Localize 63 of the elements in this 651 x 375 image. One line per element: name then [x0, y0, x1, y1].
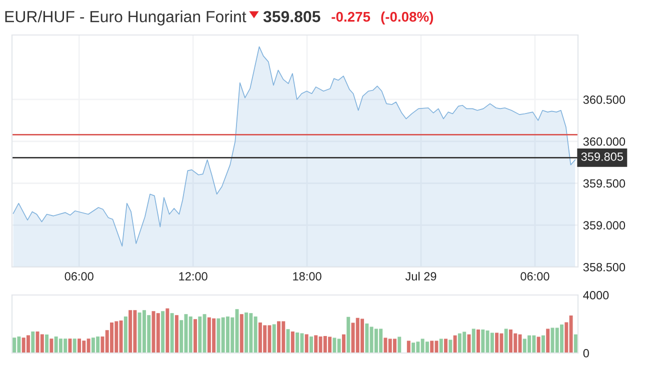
x-tick-label: 06:00 [520, 272, 550, 281]
x-tick-label: 06:00 [64, 272, 94, 281]
bar [240, 314, 244, 353]
x-tick-label: 18:00 [293, 272, 322, 281]
bar [12, 338, 16, 353]
bar [124, 316, 128, 353]
bar [156, 313, 160, 353]
bar [72, 338, 76, 353]
x-tick-label: Jul 29 [405, 272, 436, 281]
bar [476, 329, 480, 353]
y-tick-label: 0 [583, 349, 589, 358]
bar [309, 336, 313, 353]
bar [31, 331, 35, 353]
bar [174, 315, 178, 353]
y-tick-label: 359.500 [583, 179, 626, 188]
bar [26, 335, 30, 353]
bar [430, 340, 434, 353]
bar [272, 324, 276, 353]
text: 359.805 [263, 10, 320, 22]
bar [495, 332, 499, 353]
bar [277, 321, 281, 353]
bar [472, 328, 476, 353]
y-tick-label: 360.000 [583, 137, 626, 146]
y-tick-label: 358.500 [583, 263, 626, 272]
bar [398, 336, 402, 353]
bar [40, 334, 44, 353]
bar [166, 308, 170, 353]
bar [490, 332, 494, 353]
bar [453, 335, 457, 353]
bar [444, 338, 448, 353]
bar [439, 338, 443, 353]
bar [304, 334, 308, 353]
bar [290, 331, 294, 353]
bar [412, 342, 416, 353]
bar [244, 312, 248, 353]
bar [194, 319, 197, 353]
bar [78, 338, 82, 353]
bar [286, 329, 290, 353]
bar [574, 334, 578, 353]
bar [504, 328, 508, 353]
y-tick-label: 359.000 [583, 221, 626, 230]
y-tick-label: 4000 [583, 291, 609, 300]
bar [128, 310, 132, 353]
bar [536, 336, 540, 353]
bar [161, 311, 165, 353]
chart-title: EUR/HUF - Euro Hungarian Forint [5, 10, 246, 26]
bar [346, 316, 350, 353]
bar [467, 334, 471, 353]
bar [425, 342, 429, 353]
ref-line-label: 359.805 [581, 152, 624, 161]
text: (-0.08%) [381, 12, 434, 24]
bar [546, 328, 550, 353]
bar [406, 340, 410, 353]
bar [342, 334, 346, 353]
bar [45, 334, 49, 353]
bar [170, 313, 174, 353]
bar [50, 338, 54, 353]
y-tick-label: 360.500 [583, 96, 626, 104]
text: -0.275 [332, 12, 370, 22]
bar [448, 340, 452, 353]
bar [541, 335, 545, 353]
x-tick-label: 12:00 [179, 272, 208, 281]
bar [296, 332, 300, 353]
